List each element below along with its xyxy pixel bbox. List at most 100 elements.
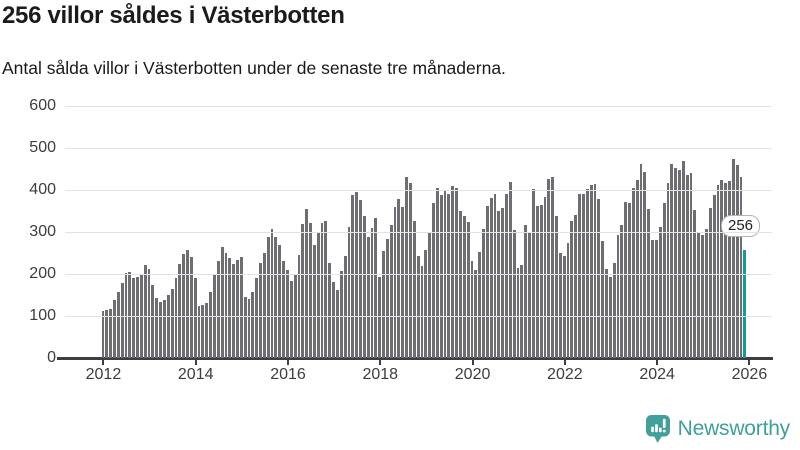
bar [420, 266, 424, 358]
bar [466, 221, 470, 358]
bar [462, 216, 466, 358]
bar [124, 273, 128, 358]
bar [697, 232, 701, 358]
y-axis-tick-label: 600 [29, 97, 56, 114]
bar [255, 278, 259, 358]
bar [681, 160, 685, 358]
bar [389, 224, 393, 358]
x-axis-tick-label: 2012 [85, 366, 122, 383]
bar [193, 278, 197, 358]
bar [401, 206, 405, 358]
bar [485, 205, 489, 358]
bar [182, 254, 186, 358]
bar [328, 262, 332, 358]
y-axis-tick-label: 500 [29, 139, 56, 156]
bar [355, 192, 359, 358]
bar [205, 302, 209, 358]
bar [631, 187, 635, 358]
highlighted-bar [743, 250, 747, 358]
bar [220, 247, 224, 358]
bar [520, 265, 524, 358]
bar [236, 260, 239, 358]
bar [332, 282, 335, 358]
bar [351, 194, 355, 358]
plot-area: 256 2012 2014 2016 2018 2020 2022 2024 2026 [57, 106, 773, 383]
bar [601, 240, 605, 358]
bar [259, 263, 262, 358]
y-axis-tick-label: 400 [29, 181, 56, 198]
bar [201, 305, 205, 358]
bar [339, 271, 343, 358]
x-axis-tick-label: 2020 [454, 366, 491, 383]
newsworthy-brand-text: Newsworthy [677, 417, 791, 440]
bar [674, 167, 678, 358]
y-axis-tick-label: 300 [29, 223, 56, 240]
bar [155, 297, 159, 358]
bar [493, 193, 497, 358]
bar [451, 185, 455, 358]
x-axis-tick [379, 359, 382, 365]
bar [439, 195, 443, 358]
bar [728, 181, 731, 358]
bar [597, 199, 601, 358]
bar [524, 225, 528, 358]
bars-container [101, 106, 748, 358]
bar [543, 197, 547, 358]
bar [616, 234, 620, 358]
bar [309, 223, 312, 358]
bar [474, 269, 478, 358]
x-axis-tick [471, 359, 474, 365]
x-axis-tick [102, 359, 105, 365]
bar [678, 170, 681, 358]
bar [647, 208, 651, 358]
bar [716, 184, 720, 358]
bar [416, 256, 420, 358]
bar [735, 164, 739, 358]
bar [243, 296, 247, 358]
bar [551, 177, 555, 358]
bar [251, 292, 255, 358]
x-axis-tick-label: 2014 [177, 366, 214, 383]
bar [689, 173, 693, 358]
bar [704, 229, 708, 358]
bar [685, 174, 689, 358]
bar [428, 232, 432, 358]
bar [662, 203, 666, 358]
bar [320, 223, 324, 358]
bar [555, 215, 558, 358]
bar [151, 284, 155, 358]
bar [397, 199, 401, 358]
page-title: 256 villor såldes i Västerbotten [2, 2, 345, 29]
bar [655, 239, 658, 358]
bar [232, 263, 236, 358]
bar [382, 251, 385, 358]
bar [666, 183, 670, 358]
bar [635, 179, 639, 358]
bar [712, 195, 716, 358]
gridline [65, 190, 772, 191]
bar [286, 269, 289, 358]
bar [266, 236, 270, 358]
bar [489, 198, 493, 358]
bar [159, 301, 162, 358]
bar [478, 252, 482, 358]
bar [393, 207, 397, 358]
bar [639, 163, 643, 358]
gridline [65, 148, 772, 149]
bar [289, 280, 293, 358]
gridline [65, 232, 772, 233]
x-axis-tick [748, 359, 751, 365]
bar [116, 291, 120, 358]
bar [278, 245, 282, 358]
bar [189, 257, 193, 358]
bar [378, 277, 382, 358]
bar [447, 194, 451, 358]
bar [547, 178, 551, 358]
bar [113, 300, 116, 358]
highlight-value-label: 256 [721, 215, 761, 237]
bar [412, 220, 416, 358]
bar [239, 256, 243, 358]
bar [505, 193, 508, 358]
bar [147, 268, 151, 358]
